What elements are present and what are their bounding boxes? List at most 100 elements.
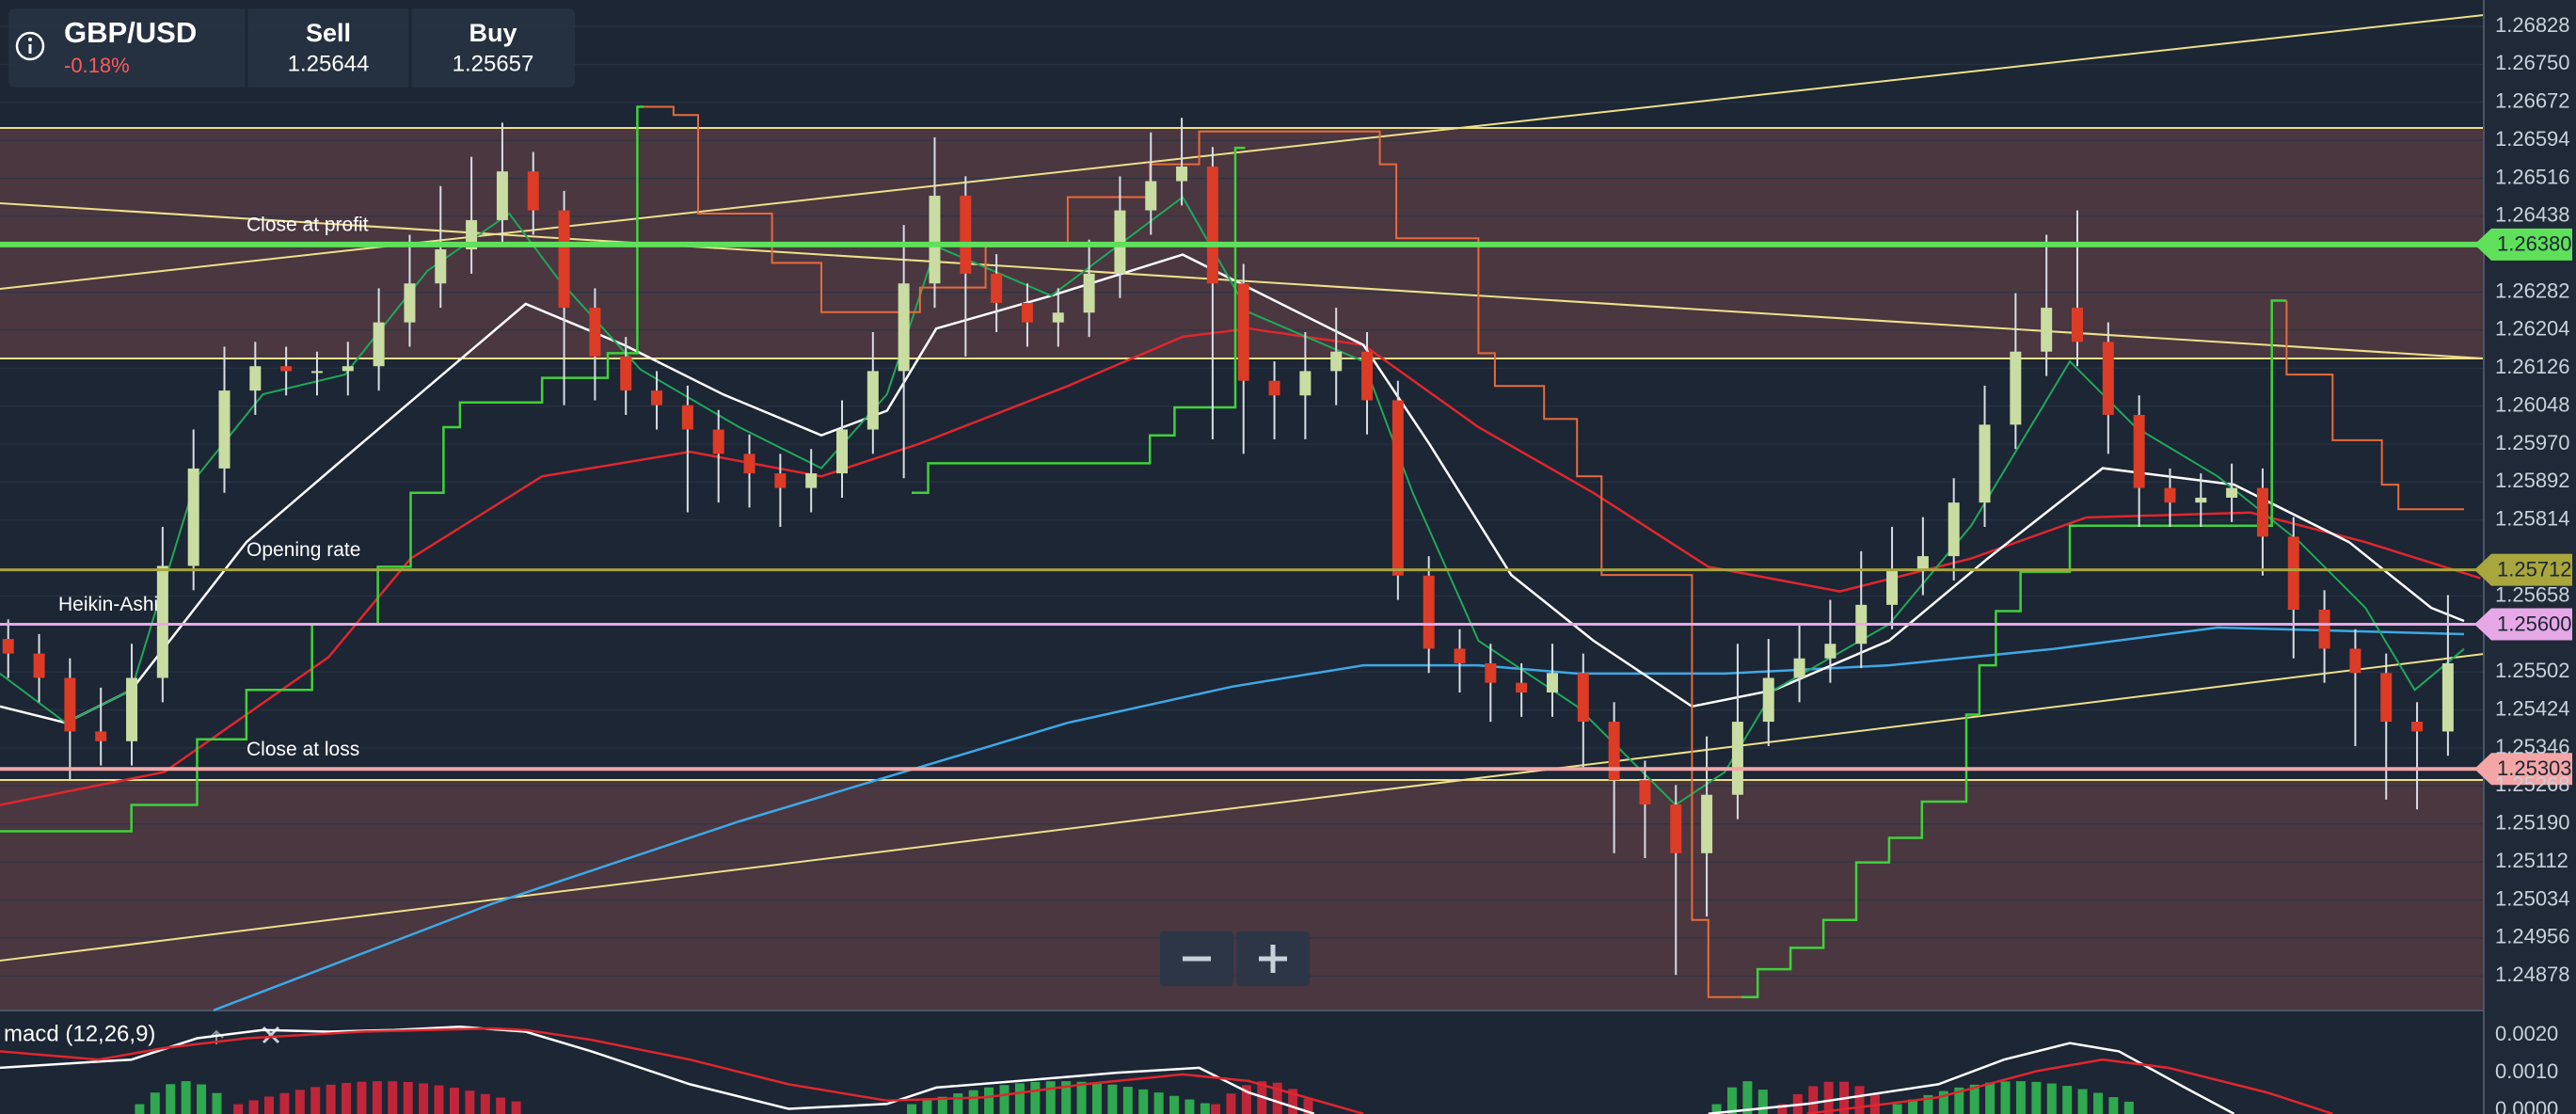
price-tag — [2474, 553, 2572, 586]
candle-body-up — [1052, 312, 1064, 323]
macd-bar — [1938, 1090, 1948, 1114]
candle-body-down — [1021, 302, 1033, 323]
candle-body-up — [1824, 644, 1837, 659]
y-tick-label: 1.25970 — [2495, 431, 2570, 454]
macd-bar — [1892, 1104, 1902, 1114]
candle-body-up — [1083, 273, 1095, 313]
candle-body-up — [126, 677, 138, 741]
y-tick-label: 1.26126 — [2495, 355, 2570, 378]
candle-body-down — [1485, 662, 1497, 683]
macd-bar — [388, 1081, 398, 1114]
stop-step-orange — [2285, 300, 2464, 511]
candle-body-down — [1639, 780, 1651, 805]
candle-body-down — [1454, 648, 1466, 663]
stop-step-green — [1741, 299, 2287, 999]
y-tick-label: 1.25814 — [2495, 507, 2570, 531]
macd-bar — [1954, 1087, 1964, 1114]
candle-body-down — [2133, 414, 2145, 488]
candle-body-up — [867, 371, 879, 430]
candle-body-down — [1608, 722, 1620, 781]
y-tick-label: 1.25190 — [2495, 811, 2570, 835]
macd-bar — [1908, 1099, 1918, 1114]
candle-body-up — [156, 565, 168, 678]
candle-body-up — [2226, 487, 2238, 498]
macd-bar — [1854, 1086, 1865, 1114]
macd-bar — [1122, 1087, 1133, 1114]
info-icon[interactable] — [15, 31, 45, 61]
macd-bar — [1014, 1083, 1025, 1114]
macd-bar — [166, 1084, 176, 1114]
macd-bar — [1303, 1098, 1313, 1114]
candle-body-down — [558, 210, 570, 309]
stop-step-green — [912, 146, 1246, 495]
candle-body-up — [805, 473, 818, 488]
macd-bar — [1726, 1087, 1737, 1114]
macd-bar — [263, 1096, 274, 1114]
macd-bar — [968, 1090, 978, 1114]
macd-bar — [2000, 1081, 2011, 1114]
candle-body-down — [651, 390, 663, 406]
candle-body-up — [1886, 570, 1899, 605]
candle-body-up — [342, 366, 354, 372]
candle-body-up — [2041, 308, 2053, 352]
candle-body-down — [743, 454, 755, 474]
y-tick-label: 1.25502 — [2495, 659, 2570, 682]
candles — [2, 118, 2454, 976]
grid — [0, 25, 2484, 977]
macd-bar — [1777, 1104, 1788, 1114]
macd-bar — [1091, 1082, 1102, 1114]
candle-body-down — [2, 639, 14, 654]
macd-bar — [357, 1081, 367, 1114]
candle-body-down — [2318, 610, 2330, 649]
candle-body-down — [589, 308, 601, 357]
macd-tick-label: 0.0000 — [2495, 1097, 2558, 1114]
symbol: GBP/USD — [64, 16, 197, 49]
candle-body-down — [1268, 380, 1280, 396]
candle-body-up — [1546, 673, 1558, 693]
buy-label[interactable]: Buy — [469, 19, 517, 47]
trend-line — [0, 653, 2485, 962]
macd-bar — [922, 1100, 932, 1114]
sell-label[interactable]: Sell — [306, 19, 351, 47]
trend-line — [0, 202, 2485, 359]
candle-body-down — [681, 405, 693, 430]
macd-bar — [2108, 1097, 2119, 1114]
price-tag-label: 1.26380 — [2497, 232, 2572, 256]
macd-bar — [2123, 1101, 2134, 1114]
price-tag — [2474, 608, 2572, 641]
macd-bar — [1226, 1093, 1236, 1114]
candle-body-up — [2195, 497, 2207, 503]
macd-bar — [1030, 1081, 1041, 1114]
macd-bar — [953, 1093, 963, 1114]
candle-body-up — [1145, 181, 1157, 211]
candle-body-up — [1731, 722, 1743, 795]
macd-bar — [1923, 1094, 1933, 1114]
buy-price: 1.25657 — [453, 51, 534, 76]
macd-bar — [2046, 1083, 2057, 1114]
price-line-label: Heikin-Ashi — [58, 594, 158, 615]
macd-bar — [1076, 1081, 1087, 1114]
macd-bar — [1742, 1081, 1753, 1114]
candle-body-down — [2380, 673, 2393, 723]
candle-body-down — [1577, 673, 1589, 723]
candle-body-up — [435, 249, 447, 284]
macd-bar — [1272, 1082, 1282, 1114]
change: -0.18% — [64, 54, 130, 77]
candle-body-up — [2010, 351, 2022, 425]
stop-step-green — [0, 105, 644, 833]
macd-bar — [1869, 1093, 1880, 1114]
candle-body-up — [2441, 662, 2454, 732]
candle-body-down — [2349, 648, 2361, 674]
candle-body-up — [1916, 556, 1929, 571]
price-tag-label: 1.25303 — [2497, 756, 2572, 780]
candle-body-up — [310, 371, 323, 374]
y-tick-label: 1.25892 — [2495, 469, 2570, 492]
candle-body-up — [373, 322, 385, 367]
candle-body-down — [2256, 487, 2268, 537]
candle-body-down — [1206, 167, 1218, 284]
macd-bar — [496, 1097, 506, 1114]
candle-body-down — [64, 677, 76, 732]
candle-body-down — [1516, 682, 1528, 693]
